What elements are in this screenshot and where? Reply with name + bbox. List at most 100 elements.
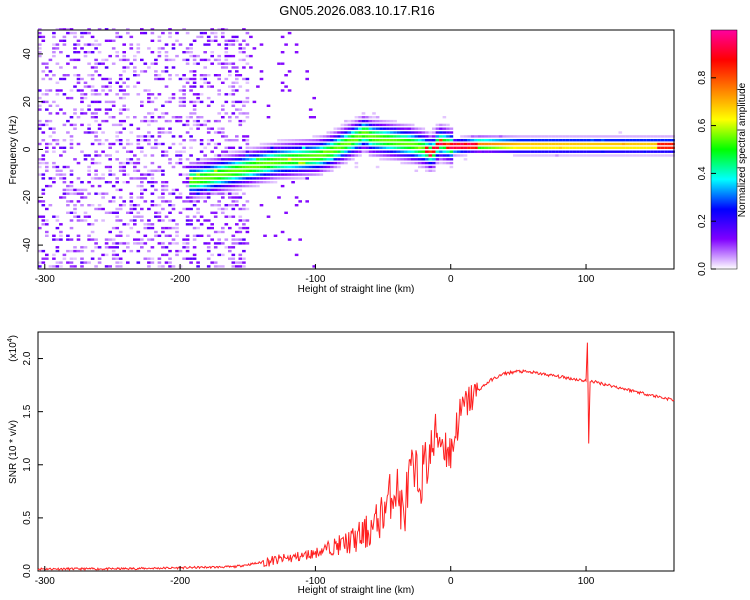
spectrogram-cell: [393, 146, 397, 149]
spectrogram-cell: [548, 135, 552, 138]
spectrogram-cell: [129, 47, 134, 50]
spectrogram-cell: [323, 165, 327, 169]
spectrogram-cell: [48, 127, 53, 130]
spectrogram-cell: [115, 139, 119, 142]
spectrogram-cell: [523, 142, 528, 146]
spectrogram-cell: [111, 200, 116, 203]
spectrogram-cell: [189, 85, 193, 88]
spectrogram-cell: [129, 150, 134, 153]
spectrogram-cell: [62, 150, 67, 153]
spectrogram-cell: [245, 96, 250, 100]
spectrogram-cell: [45, 257, 49, 260]
spectrogram-cell: [544, 146, 549, 149]
spectrogram-cell: [206, 246, 211, 249]
spectrogram-cell: [312, 96, 316, 100]
spectrogram-cell: [414, 131, 419, 134]
snr-scale-exponent: 4: [7, 338, 14, 342]
spectrogram-cell: [354, 139, 359, 142]
spectrogram-cell: [122, 108, 126, 111]
spectrogram-cell: [73, 215, 77, 218]
spectrogram-cell: [217, 192, 221, 195]
spectrogram-cell: [55, 169, 60, 172]
spectrogram-cell: [315, 146, 320, 149]
spectrogram-cell: [231, 89, 236, 92]
spectrogram-cell: [308, 150, 313, 153]
spectrogram-cell: [133, 169, 137, 172]
spectrogram-cell: [333, 135, 338, 138]
spectrogram-cell: [460, 142, 464, 146]
spectrogram-cell: [425, 161, 429, 165]
spectrogram-cell: [425, 135, 429, 138]
spectrogram-cell: [245, 242, 250, 245]
spectrogram-cell: [101, 150, 105, 153]
x-tick-label: -200: [170, 576, 190, 587]
spectrogram-cell: [259, 146, 264, 149]
spectrogram-cell: [667, 139, 672, 142]
spectrogram-cell: [213, 246, 218, 249]
spectrogram-cell: [245, 100, 250, 104]
spectrogram-cell: [622, 150, 626, 153]
spectrogram-cell: [509, 139, 514, 142]
spectrogram-cell: [80, 246, 84, 249]
spectrogram-cell: [565, 154, 570, 157]
spectrogram-cell: [147, 181, 151, 184]
spectrogram-cell: [375, 119, 380, 123]
spectrogram-cell: [558, 139, 563, 142]
spectrogram-cell: [97, 123, 102, 127]
spectrogram-cell: [643, 146, 647, 149]
spectrogram-cell: [474, 142, 478, 146]
spectrogram-cell: [192, 104, 197, 107]
spectrogram-cell: [199, 165, 204, 169]
spectrogram-cell: [379, 119, 383, 123]
spectrogram-cell: [231, 196, 236, 199]
spectrogram-cell: [235, 165, 239, 169]
spectrogram-cell: [196, 184, 200, 188]
spectrogram-cell: [410, 139, 415, 142]
spectrogram-cell: [83, 93, 88, 96]
spectrogram-cell: [115, 123, 119, 127]
spectrogram-cell: [382, 142, 387, 146]
spectrogram-cell: [530, 150, 535, 153]
spectrogram-cell: [400, 146, 404, 149]
spectrogram-cell: [185, 77, 190, 81]
spectrogram-cell: [189, 192, 193, 195]
spectrogram-cell: [41, 70, 46, 73]
spectrogram-cell: [639, 150, 644, 153]
spectrogram-cell: [69, 192, 74, 195]
spectrogram-cell: [213, 165, 218, 169]
spectrogram-cell: [115, 215, 119, 218]
spectrogram-cell: [460, 135, 464, 138]
spectrogram-cell: [52, 43, 56, 46]
spectrogram-cell: [185, 234, 190, 237]
spectrogram-cell: [192, 200, 197, 203]
spectrogram-cell: [653, 154, 658, 157]
spectrogram-cell: [213, 265, 218, 268]
spectrogram-cell: [73, 158, 77, 161]
spectrogram-cell: [242, 165, 246, 169]
spectrogram-cell: [206, 131, 211, 134]
spectrogram-cell: [80, 249, 84, 253]
spectrogram-cell: [305, 142, 309, 146]
spectrogram-cell: [221, 150, 225, 153]
spectrogram-cell: [122, 204, 126, 207]
spectrogram-cell: [572, 135, 577, 138]
spectrogram-cell: [238, 230, 243, 234]
spectrogram-cell: [73, 112, 77, 115]
spectrogram-cell: [164, 261, 169, 264]
spectrogram-cell: [418, 150, 422, 153]
spectrogram-cell: [55, 215, 60, 218]
spectrogram-cell: [235, 35, 239, 39]
spectrogram-cell: [118, 207, 123, 211]
spectrogram-cell: [259, 181, 264, 184]
spectrogram-cell: [90, 51, 95, 54]
spectrogram-cell: [48, 58, 53, 62]
spectrogram-cell: [442, 146, 447, 149]
spectrogram-cell: [154, 58, 158, 62]
spectrogram-cell: [421, 139, 426, 142]
spectrogram-cell: [111, 47, 116, 50]
spectrogram-cell: [178, 249, 183, 253]
spectrogram-cell: [252, 181, 257, 184]
spectrogram-cell: [593, 146, 598, 149]
spectrogram-cell: [231, 139, 236, 142]
spectrogram-cell: [407, 154, 411, 157]
